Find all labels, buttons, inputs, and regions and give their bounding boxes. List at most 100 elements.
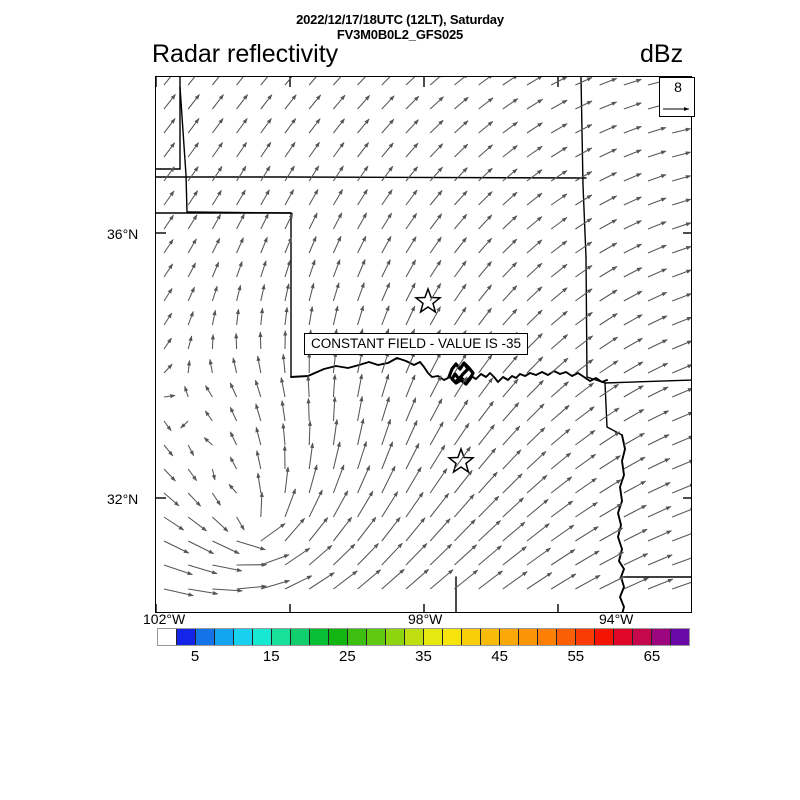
wind-vector-arrow [381,165,394,182]
wind-vector-arrow [429,143,444,158]
wind-vector-arrow [236,141,248,158]
wind-vector-arrow [599,172,618,182]
wind-vector-arrow [187,516,207,532]
wind-vector-arrow [647,362,669,374]
wind-vector-arrow [526,309,543,326]
wind-vector-arrow [478,261,492,278]
wind-vector-arrow [502,425,521,446]
wind-vector-arrow [357,235,367,254]
colorbar-swatch [310,629,329,645]
wind-vector-arrow [163,142,176,158]
wind-vector-arrow [647,386,669,398]
wind-vector-arrow [405,305,416,326]
wind-vector-arrow [623,456,646,470]
wind-vector-arrow [575,124,593,134]
wind-vector-arrow [211,468,216,481]
wind-vector-arrow [236,213,245,230]
wind-vector-arrow [188,588,219,596]
colorbar-swatch [253,629,272,645]
wind-vector-arrow [211,492,221,506]
wind-vector-arrow [308,572,335,590]
border-ks-mo-vertical [580,77,587,258]
wind-vector-arrow [672,269,691,278]
wind-vector-arrow [333,543,356,566]
wind-vector-arrow [453,399,469,422]
wind-vector-arrow [254,379,262,398]
wind-vector-arrow [381,282,391,302]
wind-vector-arrow [284,94,297,110]
wind-vector-arrow [381,418,391,446]
wind-vector-arrow [526,169,543,182]
wind-vector-arrow [502,497,525,518]
wind-vector-arrow [454,96,469,110]
wind-vector-arrow [187,540,215,555]
wind-vector-arrow [526,498,549,518]
wind-vector-arrow [453,376,468,398]
wind-vector-arrow [454,167,468,182]
wind-vector-arrow [526,286,543,302]
wind-vector-arrow [429,77,445,86]
wind-vector-arrow [647,339,668,350]
wind-vector-arrow [526,145,543,158]
wind-vector-arrow [405,119,419,134]
wind-vector-arrow [575,358,594,374]
wind-vector-arrow [647,434,670,446]
colorbar [157,628,690,646]
wind-vector-arrow [672,483,691,494]
wind-vector-arrow [308,282,315,302]
wind-vector-arrow [575,406,595,422]
wind-vector-arrow [575,382,595,398]
wind-vector-arrow [478,424,495,446]
wind-vector-arrow [381,259,391,278]
wind-vector-arrow [647,150,667,158]
wind-vector-arrow [308,464,318,494]
wind-vector-arrow [478,400,494,422]
wind-vector-arrow [453,469,473,494]
wind-vector-arrow [672,175,691,182]
star-marker-1 [413,286,443,314]
wind-vector-arrow [234,332,239,350]
wind-vector-arrow [623,553,649,566]
wind-vector-arrow [599,383,619,398]
wind-vector-arrow [647,221,667,230]
wind-vector-arrow [187,77,196,86]
wind-vector-arrow [672,222,691,230]
wind-vector-arrow [429,166,443,182]
wind-vector-arrow [599,576,625,590]
wind-vector-arrow [575,147,593,158]
wind-vector-arrow [599,455,621,470]
wind-vector-arrow [429,96,444,110]
wind-vector-arrow [236,260,243,278]
wind-vector-arrow [575,311,593,326]
wind-vector-arrow [212,516,229,532]
wind-vector-arrow [429,421,444,446]
wind-vector-arrow [623,220,642,230]
wind-vector-arrow [357,142,370,158]
wind-vector-arrow [260,523,286,542]
colorbar-swatch [614,629,633,645]
colorbar-swatch [386,629,405,645]
wind-vector-arrow [454,190,468,206]
wind-vector-arrow [236,584,268,590]
wind-vector-arrow [671,340,691,350]
wind-vector-arrow [332,464,345,494]
wind-vector-arrow [526,451,547,470]
wind-vector-arrow [255,426,262,446]
colorbar-tick-label: 25 [339,648,356,665]
wind-vector-arrow [550,334,569,350]
wind-vector-arrow [502,77,519,86]
wind-vector-arrow [647,174,667,182]
wind-vector-arrow [672,507,691,518]
wind-vector-arrow [357,95,370,110]
wind-vector-arrow [405,420,418,446]
wind-vector-arrow [526,427,546,446]
wind-vector-arrow [672,127,691,134]
wind-vector-arrow [187,190,199,206]
wind-vector-arrow [478,214,493,230]
wind-vector-arrow [429,352,442,374]
colorbar-swatch [234,629,253,645]
star-marker-2 [446,446,476,474]
wind-vector-arrow [405,466,422,494]
wind-vector-arrow [575,574,601,590]
wind-vector-arrow [357,165,369,182]
